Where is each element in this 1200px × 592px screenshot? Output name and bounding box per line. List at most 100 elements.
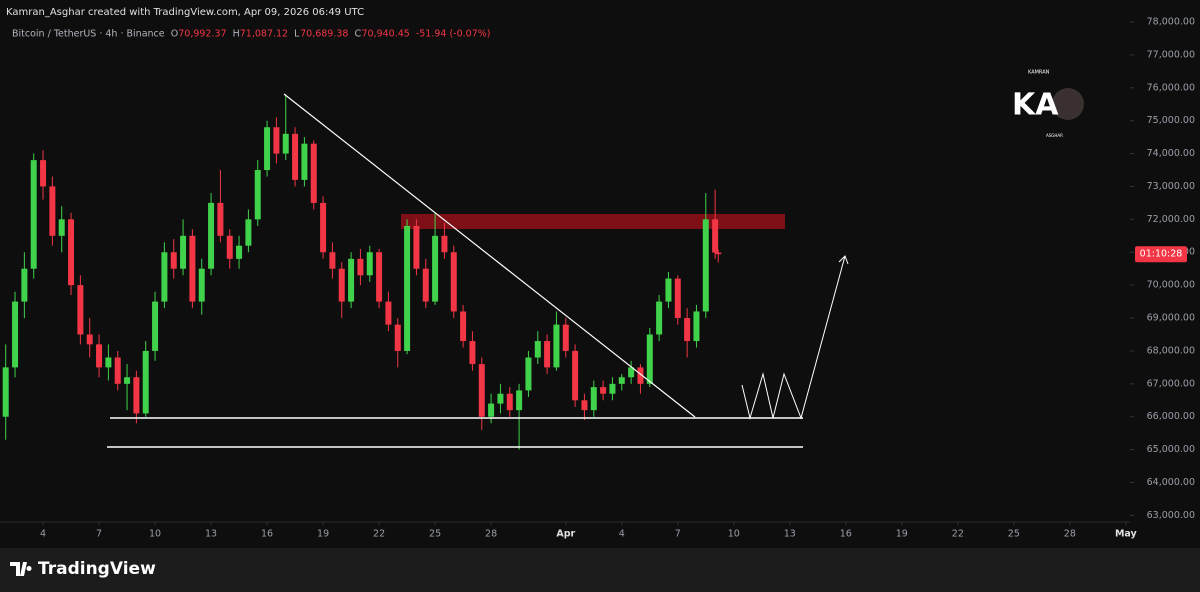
y-tick-label: 75,000.00 bbox=[1147, 115, 1195, 126]
candle-body bbox=[86, 334, 93, 345]
candle-body bbox=[21, 268, 28, 302]
y-tick-label: 78,000.00 bbox=[1147, 16, 1195, 27]
candle-body bbox=[590, 387, 597, 411]
candle-body bbox=[329, 252, 336, 269]
candle-body bbox=[96, 344, 103, 368]
candle-body bbox=[58, 219, 65, 236]
y-tick-label: 68,000.00 bbox=[1147, 345, 1195, 356]
x-tick-label: 19 bbox=[317, 529, 329, 540]
logo-top: KAMRAN bbox=[1028, 70, 1050, 76]
x-tick-label: 19 bbox=[896, 529, 908, 540]
x-tick-label: 28 bbox=[1064, 529, 1076, 540]
candle-body bbox=[637, 367, 644, 384]
candles bbox=[2, 94, 722, 450]
x-tick-label: 22 bbox=[952, 529, 964, 540]
candle-body bbox=[609, 383, 616, 394]
candle-body bbox=[646, 334, 653, 384]
x-tick-label: 22 bbox=[373, 529, 385, 540]
y-tick-label: 63,000.00 bbox=[1147, 510, 1195, 521]
candle-body bbox=[450, 252, 457, 312]
candle-body bbox=[516, 390, 523, 411]
candle-body bbox=[702, 219, 709, 312]
candle-body bbox=[506, 393, 513, 411]
x-tick-label: 7 bbox=[675, 529, 681, 540]
candle-body bbox=[180, 235, 187, 269]
candle-body bbox=[236, 245, 243, 259]
candle-body bbox=[488, 403, 495, 417]
x-tick-label: 16 bbox=[840, 529, 852, 540]
candle-body bbox=[366, 252, 373, 276]
candle-body bbox=[273, 127, 280, 154]
y-tick-label: 64,000.00 bbox=[1147, 477, 1195, 488]
ohlc-name: L bbox=[294, 29, 300, 40]
candle-body bbox=[68, 219, 75, 286]
candle-body bbox=[562, 324, 569, 351]
candle-body bbox=[394, 324, 401, 351]
x-tick-label: Apr bbox=[556, 529, 575, 540]
brand: TradingView bbox=[38, 559, 156, 579]
ohlc-name: C bbox=[354, 29, 361, 40]
candle-body bbox=[656, 301, 663, 335]
candle-body bbox=[12, 301, 19, 368]
candle-body bbox=[142, 350, 149, 414]
candle-body bbox=[665, 278, 672, 302]
x-tick-label: 4 bbox=[619, 529, 625, 540]
credit: Kamran_Asghar created with TradingView.c… bbox=[6, 7, 364, 18]
candle-body bbox=[40, 160, 47, 187]
trendline bbox=[283, 93, 696, 418]
candle-body bbox=[581, 400, 588, 411]
candle-body bbox=[217, 202, 224, 236]
tradingview-logo: TradingView bbox=[10, 559, 156, 579]
ohlc-value: 70,940.45 bbox=[361, 29, 409, 40]
candle-body bbox=[338, 268, 345, 302]
candle-body bbox=[422, 268, 429, 302]
countdown: 01:10:28 bbox=[1140, 249, 1183, 260]
ohlc-value: 70,689.38 bbox=[300, 29, 348, 40]
candle-body bbox=[376, 252, 383, 302]
x-tick-label: 25 bbox=[429, 529, 441, 540]
x-tick-label: May bbox=[1115, 529, 1138, 540]
x-tick-label: 4 bbox=[40, 529, 46, 540]
candle-body bbox=[30, 160, 37, 269]
axes: 63,000.00 64,000.00 65,000.00 66,000.00 67,0… bbox=[40, 16, 1195, 539]
y-tick-label: 72,000.00 bbox=[1147, 214, 1195, 225]
x-tick-label: 16 bbox=[261, 529, 273, 540]
candle-body bbox=[124, 377, 131, 384]
candle-body bbox=[525, 357, 532, 391]
candle-body bbox=[49, 186, 56, 236]
candle-body bbox=[628, 367, 635, 378]
x-tick-label: 28 bbox=[485, 529, 497, 540]
ohlc-name: H bbox=[233, 29, 240, 40]
x-tick-label: 25 bbox=[1008, 529, 1020, 540]
candle-body bbox=[198, 268, 205, 302]
x-tick-label: 7 bbox=[96, 529, 102, 540]
author-logo: KAMRAN KA ASGHAR bbox=[1012, 70, 1084, 138]
candle-body bbox=[254, 170, 261, 220]
candle-body bbox=[693, 311, 700, 342]
candle-body bbox=[404, 225, 411, 351]
candle-body bbox=[674, 278, 681, 319]
candle-body bbox=[292, 133, 299, 180]
candle-body bbox=[432, 235, 439, 302]
y-tick-label: 65,000.00 bbox=[1147, 444, 1195, 455]
y-tick-label: 69,000.00 bbox=[1147, 313, 1195, 324]
candle-body bbox=[460, 311, 467, 342]
tv-icon bbox=[10, 562, 32, 576]
y-tick-label: 74,000.00 bbox=[1147, 148, 1195, 159]
x-tick-label: 13 bbox=[205, 529, 217, 540]
candle-body bbox=[684, 318, 691, 342]
candle-body bbox=[320, 202, 327, 253]
logo-bottom: ASGHAR bbox=[1046, 133, 1063, 138]
candle-body bbox=[413, 225, 420, 269]
projection-arrow bbox=[838, 255, 849, 265]
x-tick-label: 10 bbox=[728, 529, 740, 540]
y-tick-label: 70,000.00 bbox=[1147, 280, 1195, 291]
x-tick-label: 13 bbox=[784, 529, 796, 540]
logo-main: KA bbox=[1012, 88, 1059, 123]
y-tick-label: 67,000.00 bbox=[1147, 378, 1195, 389]
candle-body bbox=[189, 235, 196, 302]
candle-body bbox=[114, 357, 121, 384]
ohlc-value: 71,087.12 bbox=[240, 29, 288, 40]
candle-body bbox=[226, 235, 233, 259]
